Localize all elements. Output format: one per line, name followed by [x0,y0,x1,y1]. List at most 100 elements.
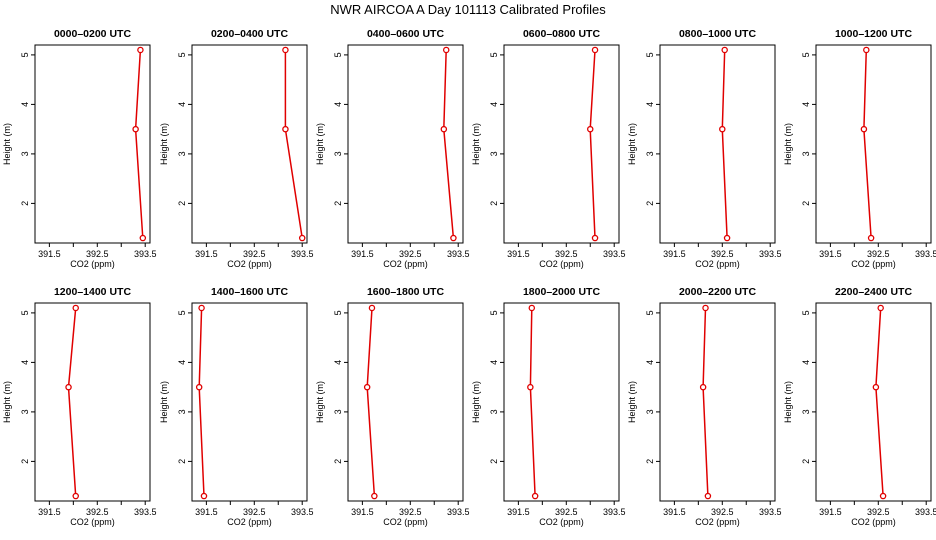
y-axis-label: Height (m) [471,381,481,423]
x-tick-label: 392.5 [399,507,422,517]
profile-panel: 2000–2200 UTC 391.5 392.5 393.5 2 3 4 5 CO2 (ppm… [627,286,781,527]
y-tick-label: 5 [20,310,30,315]
profile-panel: 1000–1200 UTC 391.5 392.5 393.5 2 3 4 5 CO2 (ppm… [783,28,936,269]
panel-title: 2200–2400 UTC [835,286,912,298]
x-tick-label: 393.5 [603,507,626,517]
x-tick-label: 391.5 [819,507,842,517]
y-tick-label: 4 [20,360,30,365]
x-axis-label: CO2 (ppm) [851,517,896,527]
panel-title: 1000–1200 UTC [835,28,912,40]
y-tick-label: 3 [333,151,343,156]
x-tick-label: 391.5 [819,249,842,259]
y-axis-label: Height (m) [315,381,325,423]
x-tick-label: 391.5 [507,507,530,517]
x-axis-label: CO2 (ppm) [70,517,115,527]
y-tick-label: 2 [20,459,30,464]
x-tick-label: 392.5 [243,249,266,259]
plot-frame [191,302,308,502]
x-tick-label: 392.5 [555,249,578,259]
profile-line [284,50,303,239]
x-axis-label: CO2 (ppm) [383,259,428,269]
y-tick-label: 5 [333,310,343,315]
y-tick-label: 5 [645,52,655,57]
x-tick-label: 393.5 [291,507,314,517]
y-axis-label: Height (m) [2,123,12,165]
y-axis-label: Height (m) [159,381,169,423]
y-tick-label: 2 [489,201,499,206]
y-tick-label: 4 [489,102,499,107]
plot-frame [191,44,308,244]
x-axis-label: CO2 (ppm) [539,259,584,269]
y-axis-label: Height (m) [783,381,793,423]
y-tick-label: 4 [20,102,30,107]
y-tick-label: 4 [801,360,811,365]
panel-title: 0200–0400 UTC [211,28,288,40]
y-tick-label: 3 [177,409,187,414]
profile-line [198,307,205,497]
profile-point [721,46,728,54]
y-axis-label: Height (m) [783,123,793,165]
x-tick-label: 391.5 [351,507,374,517]
profile-point [363,383,371,391]
profile-point [591,234,599,242]
profile-point [867,234,875,242]
y-tick-label: 5 [801,310,811,315]
profile-panel: 0000–0200 UTC 391.5 392.5 393.5 2 3 4 5 CO2 (ppm… [2,28,156,269]
y-tick-label: 5 [177,52,187,57]
profile-point [200,492,208,500]
profile-point [719,125,726,133]
profile-panel: 0600–0800 UTC 391.5 392.5 393.5 2 3 4 5 CO2 (ppm… [471,28,625,269]
x-axis-label: CO2 (ppm) [539,517,584,527]
y-axis-label: Height (m) [159,123,169,165]
y-tick-label: 5 [20,52,30,57]
profile-panel: 1800–2000 UTC 391.5 392.5 393.5 2 3 4 5 CO2 (ppm… [471,286,625,527]
profile-point [198,304,205,312]
profile-point [137,46,144,54]
x-axis-label: CO2 (ppm) [695,259,740,269]
figure-title: NWR AIRCOA A Day 101113 Calibrated Profi… [330,2,606,17]
panel-title: 2000–2200 UTC [679,286,756,298]
y-axis-label: Height (m) [627,123,637,165]
y-tick-label: 4 [333,102,343,107]
y-tick-label: 2 [177,459,187,464]
profile-panel: 2200–2400 UTC 391.5 392.5 393.5 2 3 4 5 CO2 (ppm… [783,286,936,527]
x-tick-label: 393.5 [291,249,314,259]
plot-frame [659,302,776,502]
panel-title: 0800–1000 UTC [679,28,756,40]
profile-point [531,492,539,500]
panel-title: 0600–0800 UTC [523,28,600,40]
y-tick-label: 3 [801,151,811,156]
y-tick-label: 4 [177,360,187,365]
y-tick-label: 3 [801,409,811,414]
x-tick-label: 392.5 [555,507,578,517]
x-tick-label: 392.5 [711,249,734,259]
profile-line [529,307,536,497]
y-tick-label: 4 [801,102,811,107]
plot-frame [659,44,776,244]
y-tick-label: 3 [177,151,187,156]
y-tick-label: 3 [20,409,30,414]
x-tick-label: 392.5 [243,507,266,517]
x-axis-label: CO2 (ppm) [227,517,272,527]
profile-point [195,383,203,391]
y-axis-label: Height (m) [2,381,12,423]
y-tick-label: 2 [645,459,655,464]
x-tick-label: 393.5 [447,507,470,517]
y-tick-label: 3 [333,409,343,414]
y-axis-label: Height (m) [627,381,637,423]
profile-line [702,307,709,497]
y-tick-label: 5 [801,52,811,57]
x-tick-label: 393.5 [134,507,157,517]
profile-point [368,304,376,312]
profile-point [282,46,289,54]
y-tick-label: 2 [489,459,499,464]
y-tick-label: 3 [645,151,655,156]
profile-point [72,304,79,312]
profile-point [702,304,709,312]
profile-point [282,125,289,133]
profile-panel: 1600–1800 UTC 391.5 392.5 393.5 2 3 4 5 CO2 (ppm… [315,286,469,527]
panel-title: 0400–0600 UTC [367,28,444,40]
y-tick-label: 5 [489,310,499,315]
profile-point [587,125,594,133]
panel-title: 1600–1800 UTC [367,286,444,298]
